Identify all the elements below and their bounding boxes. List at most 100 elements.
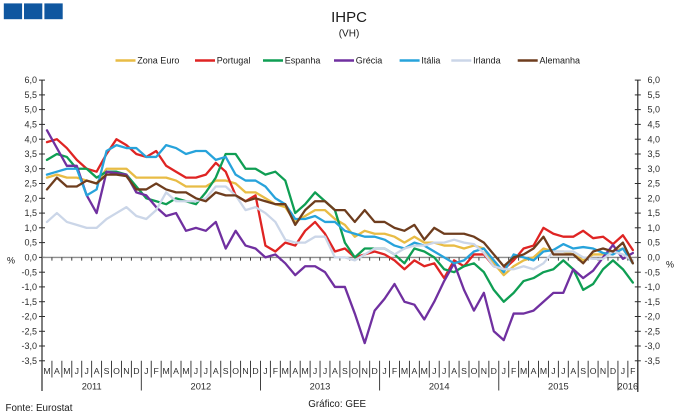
svg-text:S: S xyxy=(342,366,348,376)
svg-text:M: M xyxy=(282,366,289,376)
svg-text:-3,5: -3,5 xyxy=(644,356,660,366)
svg-text:S: S xyxy=(223,366,229,376)
svg-text:Fonte: Eurostat: Fonte: Eurostat xyxy=(6,403,73,414)
svg-text:0,5: 0,5 xyxy=(647,238,660,248)
svg-text:3,0: 3,0 xyxy=(647,164,660,174)
svg-text:M: M xyxy=(302,366,309,376)
svg-text:D: D xyxy=(491,366,497,376)
svg-text:Portugal: Portugal xyxy=(217,56,251,66)
svg-text:A: A xyxy=(570,366,576,376)
svg-text:N: N xyxy=(600,366,606,376)
svg-text:J: J xyxy=(323,366,327,376)
svg-text:M: M xyxy=(162,366,169,376)
svg-text:-2,5: -2,5 xyxy=(644,326,660,336)
svg-text:D: D xyxy=(252,366,258,376)
svg-text:J: J xyxy=(313,366,317,376)
svg-text:5,0: 5,0 xyxy=(24,105,37,115)
svg-text:J: J xyxy=(502,366,506,376)
svg-text:M: M xyxy=(540,366,547,376)
svg-text:Gráfico: GEE: Gráfico: GEE xyxy=(308,399,366,410)
svg-text:3,5: 3,5 xyxy=(647,149,660,159)
svg-text:M: M xyxy=(401,366,408,376)
svg-text:2015: 2015 xyxy=(548,381,569,391)
svg-text:F: F xyxy=(392,366,397,376)
svg-text:0,0: 0,0 xyxy=(24,253,37,263)
svg-text:5,0: 5,0 xyxy=(647,105,660,115)
svg-text:J: J xyxy=(561,366,565,376)
svg-text:N: N xyxy=(242,366,248,376)
svg-text:J: J xyxy=(442,366,446,376)
svg-text:F: F xyxy=(511,366,516,376)
svg-text:A: A xyxy=(54,366,60,376)
svg-text:4,5: 4,5 xyxy=(647,120,660,130)
svg-text:N: N xyxy=(362,366,368,376)
svg-text:F: F xyxy=(154,366,159,376)
svg-text:6,0: 6,0 xyxy=(647,75,660,85)
svg-text:J: J xyxy=(204,366,208,376)
svg-text:2,0: 2,0 xyxy=(24,193,37,203)
svg-text:-3,5: -3,5 xyxy=(21,356,37,366)
svg-text:5,5: 5,5 xyxy=(647,90,660,100)
svg-text:Itália: Itália xyxy=(421,56,440,66)
svg-text:-2,0: -2,0 xyxy=(644,312,660,322)
svg-text:4,0: 4,0 xyxy=(647,134,660,144)
svg-text:J: J xyxy=(194,366,198,376)
svg-text:-0,5: -0,5 xyxy=(644,267,660,277)
svg-text:-1,5: -1,5 xyxy=(644,297,660,307)
svg-text:J: J xyxy=(432,366,436,376)
svg-text:A: A xyxy=(451,366,457,376)
svg-text:M: M xyxy=(182,366,189,376)
svg-text:F: F xyxy=(273,366,278,376)
svg-text:A: A xyxy=(411,366,417,376)
svg-text:2013: 2013 xyxy=(310,381,331,391)
svg-text:J: J xyxy=(144,366,148,376)
svg-text:4,5: 4,5 xyxy=(24,120,37,130)
svg-text:Zona Euro: Zona Euro xyxy=(137,56,179,66)
svg-text:M: M xyxy=(63,366,70,376)
svg-text:2012: 2012 xyxy=(191,381,212,391)
svg-text:D: D xyxy=(372,366,378,376)
svg-text:Espanha: Espanha xyxy=(285,56,321,66)
svg-text:1,0: 1,0 xyxy=(24,223,37,233)
svg-text:6,0: 6,0 xyxy=(24,75,37,85)
svg-text:J: J xyxy=(551,366,555,376)
svg-text:IHPC: IHPC xyxy=(331,9,367,26)
svg-text:D: D xyxy=(133,366,139,376)
svg-text:-3,0: -3,0 xyxy=(21,341,37,351)
svg-text:2014: 2014 xyxy=(429,381,450,391)
svg-text:M: M xyxy=(43,366,50,376)
svg-text:J: J xyxy=(85,366,89,376)
svg-text:A: A xyxy=(213,366,219,376)
svg-text:1,0: 1,0 xyxy=(647,223,660,233)
svg-text:N: N xyxy=(123,366,129,376)
svg-text:2,5: 2,5 xyxy=(24,179,37,189)
svg-text:2,0: 2,0 xyxy=(647,193,660,203)
svg-text:-1,0: -1,0 xyxy=(644,282,660,292)
svg-text:2,5: 2,5 xyxy=(647,179,660,189)
svg-text:1,5: 1,5 xyxy=(24,208,37,218)
svg-text:A: A xyxy=(173,366,179,376)
svg-text:J: J xyxy=(382,366,386,376)
svg-text:%: % xyxy=(666,260,674,270)
svg-text:3,0: 3,0 xyxy=(24,164,37,174)
svg-text:F: F xyxy=(630,366,635,376)
svg-text:J: J xyxy=(263,366,267,376)
svg-text:O: O xyxy=(590,366,597,376)
svg-text:S: S xyxy=(104,366,110,376)
svg-text:3,5: 3,5 xyxy=(24,149,37,159)
svg-text:Grécia: Grécia xyxy=(356,56,383,66)
svg-text:S: S xyxy=(461,366,467,376)
svg-text:O: O xyxy=(232,366,239,376)
svg-text:M: M xyxy=(520,366,527,376)
svg-text:-1,0: -1,0 xyxy=(21,282,37,292)
svg-text:-0,5: -0,5 xyxy=(21,267,37,277)
svg-text:A: A xyxy=(292,366,298,376)
svg-text:4,0: 4,0 xyxy=(24,134,37,144)
svg-text:1,5: 1,5 xyxy=(647,208,660,218)
svg-text:Irlanda: Irlanda xyxy=(473,56,501,66)
svg-text:O: O xyxy=(113,366,120,376)
svg-text:5,5: 5,5 xyxy=(24,90,37,100)
svg-text:O: O xyxy=(351,366,358,376)
svg-text:-1,5: -1,5 xyxy=(21,297,37,307)
svg-text:S: S xyxy=(580,366,586,376)
